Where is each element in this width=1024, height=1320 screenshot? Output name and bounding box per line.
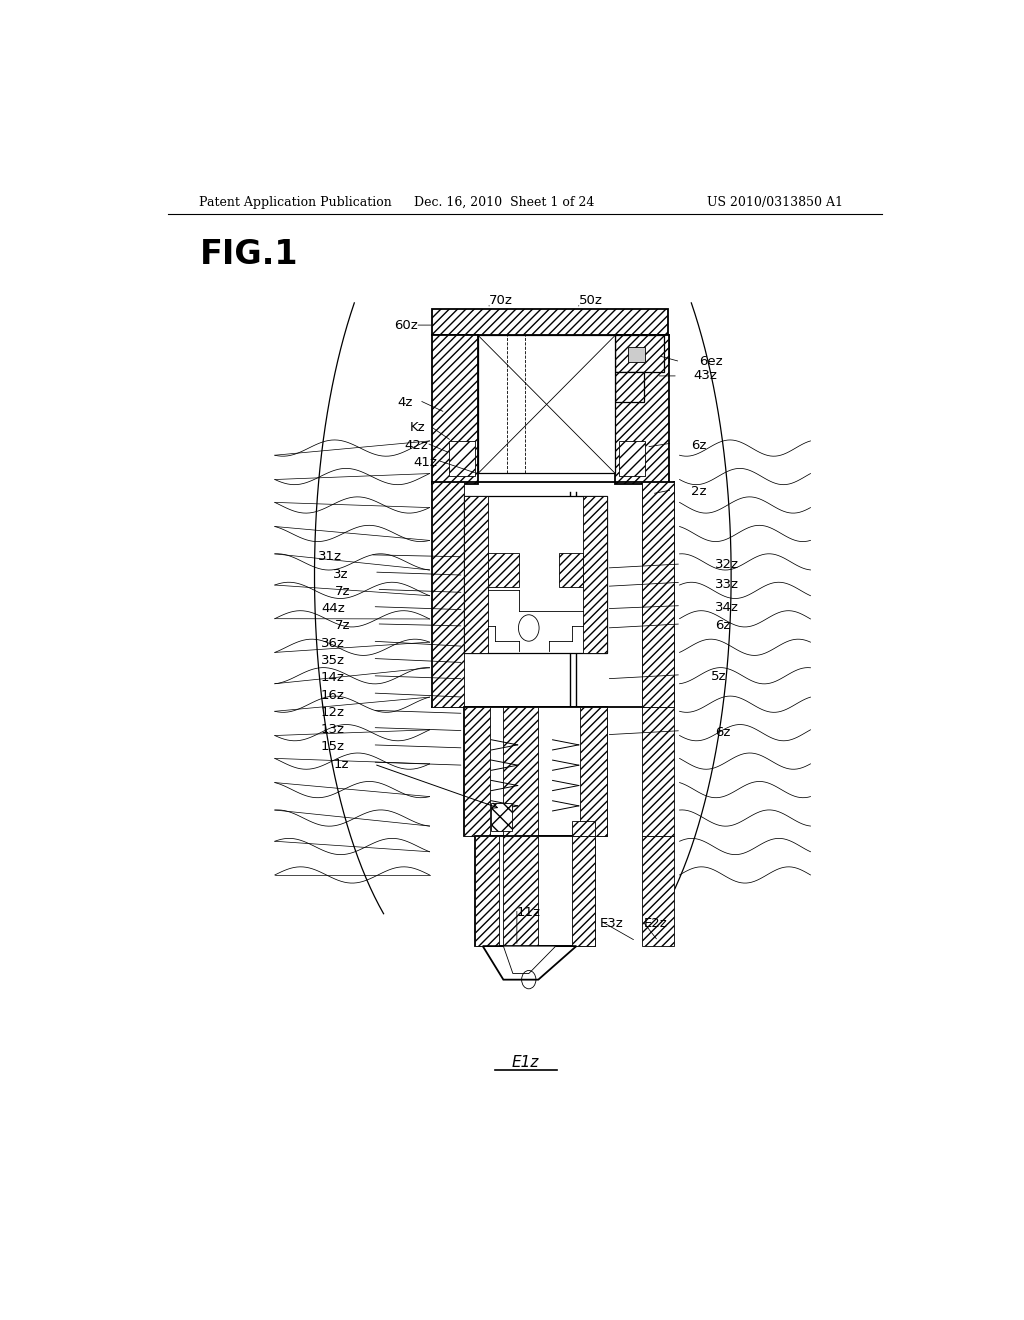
Text: 16z: 16z bbox=[321, 689, 345, 701]
Text: 50z: 50z bbox=[579, 294, 603, 308]
Bar bbox=[571, 821, 595, 837]
Text: 34z: 34z bbox=[715, 601, 739, 614]
Text: 14z: 14z bbox=[321, 672, 345, 684]
Bar bbox=[571, 837, 595, 946]
Bar bbox=[620, 441, 645, 475]
Bar bbox=[581, 708, 606, 837]
Text: 44z: 44z bbox=[321, 602, 345, 615]
Bar bbox=[475, 837, 595, 946]
Bar bbox=[642, 482, 674, 708]
Bar bbox=[642, 482, 674, 708]
Polygon shape bbox=[504, 946, 556, 974]
Bar bbox=[432, 309, 669, 335]
Text: Patent Application Publication: Patent Application Publication bbox=[200, 195, 392, 209]
Text: 32z: 32z bbox=[715, 558, 739, 572]
Text: E1z: E1z bbox=[511, 1056, 539, 1071]
Bar bbox=[464, 496, 487, 653]
Text: E3z: E3z bbox=[600, 917, 624, 931]
Bar bbox=[492, 803, 512, 832]
Text: 13z: 13z bbox=[321, 723, 345, 737]
Bar bbox=[464, 708, 489, 837]
Bar bbox=[478, 335, 615, 474]
Text: US 2010/0313850 A1: US 2010/0313850 A1 bbox=[708, 195, 844, 209]
Text: 11z: 11z bbox=[517, 906, 541, 919]
Bar bbox=[615, 335, 665, 372]
Bar bbox=[642, 837, 674, 946]
Text: 41z: 41z bbox=[414, 455, 437, 469]
Text: E2z: E2z bbox=[644, 917, 668, 931]
Bar bbox=[432, 335, 478, 483]
Bar bbox=[464, 708, 606, 837]
Bar bbox=[559, 553, 583, 587]
Text: 33z: 33z bbox=[715, 578, 739, 591]
Bar bbox=[504, 708, 539, 837]
Bar bbox=[450, 441, 475, 475]
Bar bbox=[615, 335, 670, 483]
Text: 36z: 36z bbox=[321, 636, 345, 649]
Bar bbox=[464, 496, 606, 653]
Text: 6z: 6z bbox=[691, 438, 707, 451]
Text: 7z: 7z bbox=[335, 585, 350, 598]
Text: 15z: 15z bbox=[321, 741, 345, 754]
Text: 60z: 60z bbox=[394, 318, 418, 331]
Text: Kz: Kz bbox=[410, 421, 425, 434]
Bar bbox=[620, 335, 670, 362]
Text: 7z: 7z bbox=[335, 619, 350, 632]
Text: 42z: 42z bbox=[404, 438, 428, 451]
Text: Dec. 16, 2010  Sheet 1 of 24: Dec. 16, 2010 Sheet 1 of 24 bbox=[414, 195, 594, 209]
Text: 31z: 31z bbox=[318, 550, 342, 564]
Text: FIG.1: FIG.1 bbox=[200, 239, 298, 272]
Bar bbox=[487, 553, 519, 587]
Text: 5z: 5z bbox=[712, 671, 727, 684]
Bar bbox=[642, 708, 674, 837]
Text: 6z: 6z bbox=[715, 619, 731, 632]
Polygon shape bbox=[482, 946, 577, 979]
Bar bbox=[583, 496, 606, 653]
Bar bbox=[628, 347, 645, 362]
Text: 12z: 12z bbox=[321, 706, 345, 719]
Text: 1z: 1z bbox=[333, 758, 348, 771]
Text: 3z: 3z bbox=[333, 568, 348, 581]
Text: 70z: 70z bbox=[489, 294, 513, 308]
Text: 43z: 43z bbox=[694, 370, 718, 383]
Bar bbox=[504, 837, 539, 946]
Text: 2z: 2z bbox=[691, 486, 707, 498]
Bar bbox=[432, 482, 464, 708]
Text: 6z: 6z bbox=[715, 726, 731, 739]
Bar bbox=[475, 837, 499, 946]
Text: 4z: 4z bbox=[397, 396, 414, 409]
Bar bbox=[615, 372, 644, 403]
Text: 35z: 35z bbox=[321, 653, 345, 667]
Text: 6ez: 6ez bbox=[699, 355, 723, 368]
